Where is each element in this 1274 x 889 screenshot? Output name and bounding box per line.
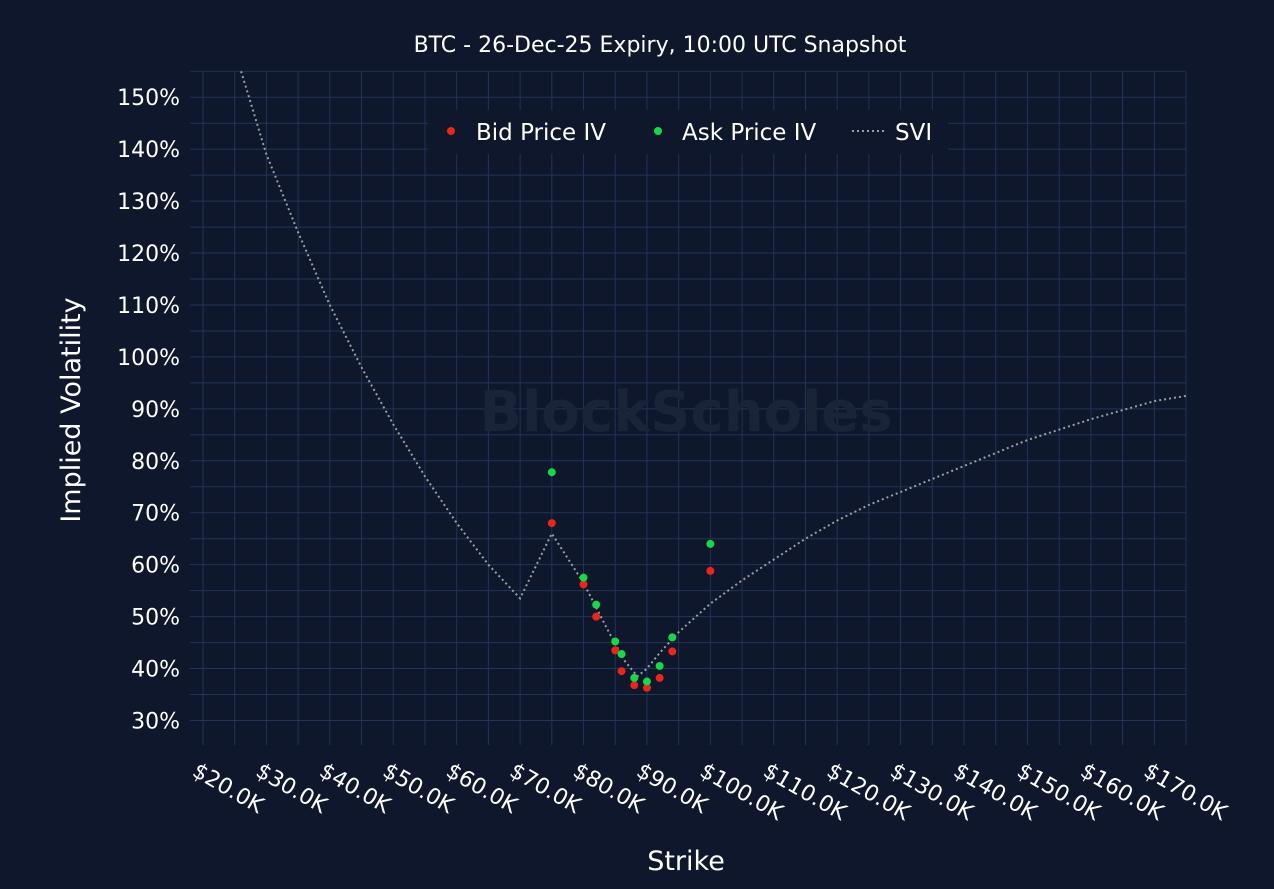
bid-price-iv-point: [617, 667, 626, 676]
bid-price-iv-series: [547, 519, 715, 692]
svi-curve: [240, 71, 1187, 678]
chart-title: BTC - 26-Dec-25 Expiry, 10:00 UTC Snapsh…: [414, 33, 907, 58]
legend-bid-label: Bid Price IV: [476, 120, 606, 146]
bid-price-iv-point: [592, 612, 601, 621]
y-tick-label: 30%: [131, 710, 180, 735]
y-tick-label: 80%: [131, 450, 180, 475]
y-tick-label: 50%: [131, 606, 180, 631]
y-tick-labels: 30% 40% 50% 60% 70% 80% 90% 100% 110% 120% 130% 140…: [117, 86, 180, 734]
y-tick-label: 100%: [117, 346, 180, 371]
bid-price-iv-point: [668, 647, 677, 656]
y-tick-label: 60%: [131, 554, 180, 579]
ask-price-iv-point: [617, 650, 626, 659]
y-tick-label: 90%: [131, 398, 180, 423]
ask-price-iv-point: [579, 573, 588, 582]
ask-price-iv-point: [547, 468, 556, 477]
legend-ask-label: Ask Price IV: [682, 120, 817, 146]
bid-price-iv-point: [706, 566, 715, 575]
y-tick-label: 40%: [131, 658, 180, 683]
bid-price-iv-point: [579, 580, 588, 589]
y-tick-label: 120%: [117, 242, 180, 267]
ask-price-iv-point: [655, 661, 664, 670]
watermark-text: BlockScholes: [479, 380, 892, 445]
bid-price-iv-point: [630, 681, 639, 690]
ask-price-iv-point: [611, 637, 620, 646]
ask-price-iv-point: [592, 600, 601, 609]
ask-price-iv-series: [547, 468, 715, 686]
legend-svi-label: SVI: [895, 120, 932, 146]
x-axis-label: Strike: [647, 846, 725, 877]
bid-price-iv-point: [611, 646, 620, 655]
legend-background: [428, 110, 948, 154]
y-tick-label: 150%: [117, 86, 180, 111]
y-gridlines: [190, 70, 1186, 721]
legend-bid-marker: [447, 127, 455, 135]
bid-price-iv-point: [547, 519, 556, 528]
legend: Bid Price IV Ask Price IV SVI: [428, 110, 948, 154]
y-axis-label: Implied Volatility: [56, 297, 87, 522]
ask-price-iv-point: [706, 539, 715, 548]
y-tick-label: 140%: [117, 138, 180, 163]
bid-price-iv-point: [655, 673, 664, 682]
ask-price-iv-point: [668, 633, 677, 642]
legend-ask-marker: [654, 127, 662, 135]
y-tick-label: 70%: [131, 502, 180, 527]
y-tick-label: 110%: [117, 294, 180, 319]
y-tick-label: 130%: [117, 190, 180, 215]
ask-price-iv-point: [642, 677, 651, 686]
bid-price-iv-point: [642, 683, 651, 692]
ask-price-iv-point: [630, 673, 639, 682]
plot-area: [240, 71, 1187, 692]
